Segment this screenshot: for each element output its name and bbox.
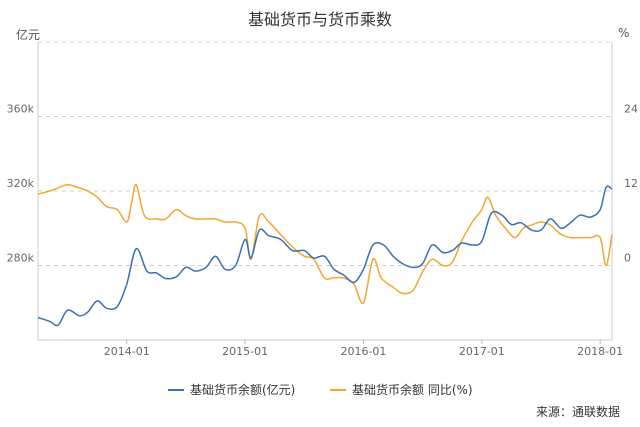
legend-label-yoy: 基础货币余额 同比(%) [352, 383, 473, 397]
y-left-tick-label: 280k [7, 252, 35, 265]
plot-area: 280k 320k 360k 0 12 24 2014-01 2015-01 2016-01 20… [7, 41, 638, 358]
x-tick-label: 2017-01 [459, 345, 505, 358]
series-line-base-money [37, 185, 613, 327]
y-left-tick-label: 320k [7, 177, 35, 190]
x-tick-label: 2015-01 [222, 345, 268, 358]
series-line-yoy [37, 183, 613, 305]
y-left-tick-label: 360k [7, 103, 35, 116]
y-right-tick-label: 24 [624, 103, 638, 116]
chart-title: 基础货币与货币乘数 [247, 10, 392, 29]
x-tick-label: 2014-01 [104, 345, 150, 358]
legend-swatch-yoy [330, 388, 346, 391]
x-tick-label: 2016-01 [340, 345, 386, 358]
legend: 基础货币余额(亿元) 基础货币余额 同比(%) [0, 381, 640, 399]
legend-swatch-base-money [168, 388, 184, 391]
source-note: 来源：通联数据 [535, 405, 620, 419]
y-right-tick-label: 12 [624, 177, 638, 190]
x-tick-label: 2018-01 [577, 345, 623, 358]
legend-item-yoy[interactable]: 基础货币余额 同比(%) [330, 381, 473, 398]
left-axis-unit: 亿元 [16, 28, 41, 42]
legend-label-base-money: 基础货币余额(亿元) [190, 383, 296, 397]
right-axis-unit: % [618, 26, 630, 40]
legend-item-base-money[interactable]: 基础货币余额(亿元) [168, 381, 295, 398]
y-right-tick-label: 0 [624, 252, 631, 265]
